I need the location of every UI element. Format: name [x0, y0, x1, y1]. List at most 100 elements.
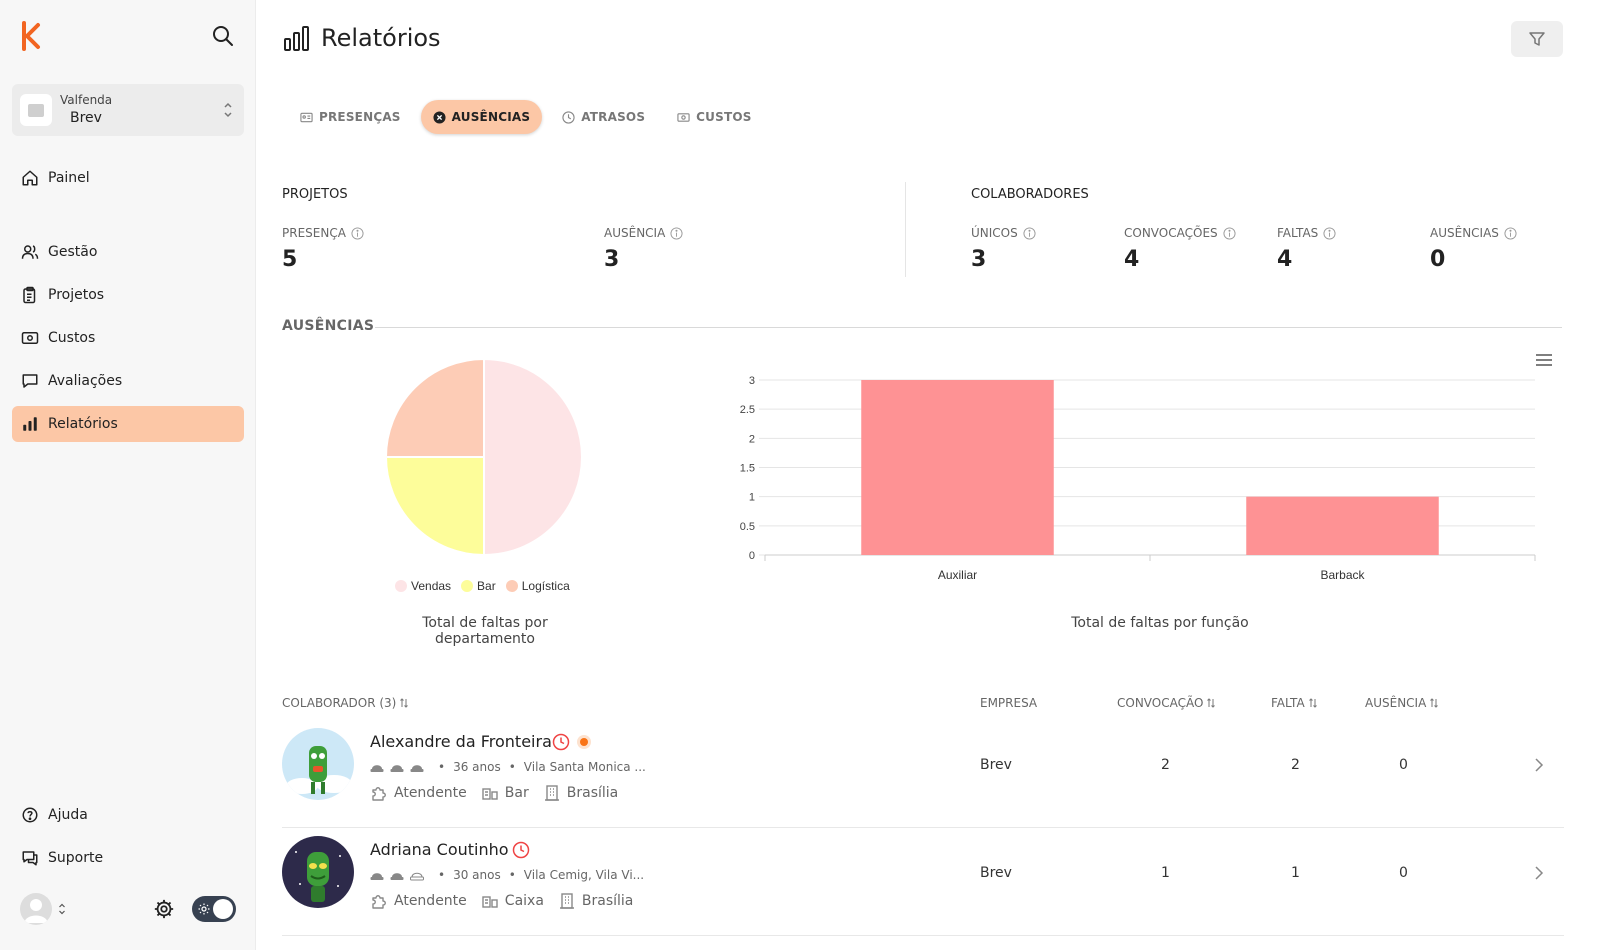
info-icon[interactable] — [1504, 226, 1517, 240]
collaborator-meta: • 36 anos • Vila Santa Monica ... — [370, 760, 646, 774]
nav-avaliacoes[interactable]: Avaliações — [12, 363, 244, 399]
pie-slice-logística[interactable] — [385, 358, 485, 458]
th-ausencia[interactable]: AUSÊNCIA — [1365, 696, 1439, 710]
nav-ajuda-label: Ajuda — [48, 807, 88, 823]
rating-hat-icon — [370, 765, 384, 772]
legend-item[interactable]: Bar — [461, 579, 496, 593]
separator-dot: • — [508, 868, 516, 882]
nav-ajuda[interactable]: Ajuda — [12, 797, 244, 833]
chevron-right-icon[interactable] — [1532, 864, 1546, 882]
tab-ausencias[interactable]: AUSÊNCIAS — [420, 100, 543, 134]
filter-icon — [1529, 32, 1545, 46]
pie-slice-vendas[interactable] — [483, 358, 583, 556]
cell-falta: 1 — [1291, 865, 1300, 881]
th-colaborador[interactable]: COLABORADOR (3) — [282, 696, 409, 710]
collaborator-age: 36 anos — [453, 760, 501, 774]
stat-ausencia-value: 3 — [604, 247, 620, 272]
table-row[interactable]: Adriana Coutinho • 30 anos • Vila Cemig,… — [282, 828, 1564, 936]
logo-icon[interactable] — [18, 20, 42, 52]
separator-dot: • — [438, 868, 446, 882]
search-icon[interactable] — [211, 24, 235, 48]
pie-slice-bar[interactable] — [385, 456, 485, 556]
report-tabs: PRESENÇAS AUSÊNCIAS ATRASOS CUSTOS — [288, 100, 764, 134]
pie-legend: Vendas Bar Logística — [395, 579, 570, 593]
info-icon[interactable] — [1223, 226, 1236, 240]
chat-icon — [22, 374, 38, 388]
menu-icon[interactable] — [1535, 353, 1553, 367]
nav-suporte[interactable]: Suporte — [12, 840, 244, 876]
info-icon[interactable] — [1023, 226, 1036, 240]
nav-avaliacoes-label: Avaliações — [48, 373, 123, 389]
users-icon — [21, 245, 39, 259]
legend-item[interactable]: Vendas — [395, 579, 451, 593]
clipboard-icon — [23, 286, 36, 304]
pie-chart — [385, 358, 583, 556]
chevron-updown-icon[interactable] — [58, 902, 66, 916]
collaborator-department: Bar — [504, 785, 529, 801]
late-clock-icon — [512, 841, 530, 859]
info-icon[interactable] — [670, 226, 683, 240]
th-colaborador-label: COLABORADOR (3) — [282, 696, 397, 710]
info-icon[interactable] — [351, 226, 364, 240]
theme-toggle[interactable] — [192, 896, 236, 922]
th-convocacao[interactable]: CONVOCAÇÃO — [1117, 696, 1216, 710]
nav-relatorios-label: Relatórios — [48, 416, 118, 432]
th-falta[interactable]: FALTA — [1271, 696, 1318, 710]
nav-projetos[interactable]: Projetos — [12, 277, 244, 313]
cell-empresa: Brev — [980, 757, 1012, 773]
table-row[interactable]: Alexandre da Fronteira • 36 anos • Vila … — [282, 720, 1564, 828]
collaborator-location: Vila Cemig, Vila Vi... — [523, 868, 645, 882]
tab-presencas[interactable]: PRESENÇAS — [288, 100, 413, 134]
th-falta-label: FALTA — [1271, 696, 1305, 710]
page-title: Relatórios — [321, 24, 441, 52]
chevron-right-icon[interactable] — [1532, 756, 1546, 774]
puzzle-icon — [372, 895, 386, 909]
pie-chart-title: Total de faltas por departamento — [422, 615, 548, 647]
puzzle-icon — [372, 787, 386, 801]
tab-atrasos-label: ATRASOS — [581, 110, 646, 124]
filter-button[interactable] — [1511, 21, 1563, 57]
robot-avatar-icon — [286, 746, 352, 794]
user-icon — [24, 899, 48, 923]
stat-presenca-label: PRESENÇA — [282, 226, 364, 240]
clock-icon — [562, 110, 575, 124]
stat-ausencia-label-text: AUSÊNCIA — [604, 226, 666, 240]
stat-unicos-value: 3 — [971, 247, 987, 272]
section-title: AUSÊNCIAS — [282, 318, 375, 334]
collaborator-department: Caixa — [504, 893, 544, 909]
department-icon — [482, 788, 498, 800]
bar-barback[interactable] — [1246, 496, 1439, 555]
collaborator-name[interactable]: Alexandre da Fronteira — [370, 732, 552, 751]
bar-chart-icon — [23, 417, 37, 431]
nav-gestao[interactable]: Gestão — [12, 234, 244, 270]
bar-auxiliar[interactable] — [861, 380, 1054, 555]
stat-convocacoes-label: CONVOCAÇÕES — [1124, 226, 1236, 240]
cell-falta: 2 — [1291, 757, 1300, 773]
x-tick-label: Barback — [1320, 568, 1365, 582]
organization-selector[interactable]: Valfenda Brev — [12, 84, 244, 136]
user-avatar[interactable] — [20, 893, 52, 925]
nav-custos[interactable]: Custos — [12, 320, 244, 356]
nav-gestao-label: Gestão — [48, 244, 98, 260]
y-tick-label: 2 — [749, 433, 755, 445]
collaborator-name[interactable]: Adriana Coutinho — [370, 840, 509, 859]
status-dot — [580, 738, 588, 746]
nav-painel[interactable]: Painel — [12, 160, 244, 196]
x-circle-icon — [433, 110, 446, 124]
late-clock-icon — [552, 733, 570, 751]
tab-custos[interactable]: CUSTOS — [665, 100, 763, 134]
stat-ausencias-label: AUSÊNCIAS — [1430, 226, 1517, 240]
robot-avatar-icon — [295, 851, 341, 902]
tab-atrasos[interactable]: ATRASOS — [550, 100, 657, 134]
bar-chart: 0 0.5 1 1.5 2 2.5 3 Auxiliar Barback — [740, 375, 1536, 582]
nav-painel-label: Painel — [48, 170, 90, 186]
legend-item[interactable]: Logística — [505, 579, 570, 593]
cell-empresa: Brev — [980, 865, 1012, 881]
info-icon[interactable] — [1323, 226, 1336, 240]
collaborator-meta: • 30 anos • Vila Cemig, Vila Vi... — [370, 868, 644, 882]
collaborator-location: Vila Santa Monica ... — [523, 760, 646, 774]
sort-icon — [1430, 698, 1439, 708]
rating-hat-icon — [370, 873, 384, 880]
gear-icon[interactable] — [153, 898, 175, 920]
nav-relatorios[interactable]: Relatórios — [12, 406, 244, 442]
